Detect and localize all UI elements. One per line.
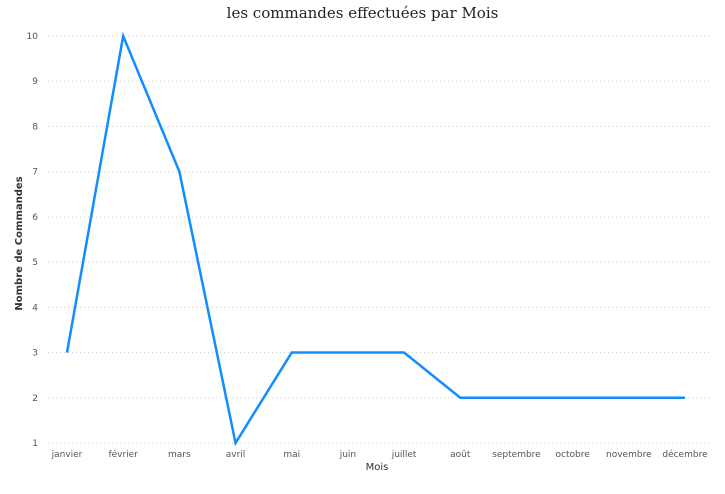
y-tick-label: 8 [32, 122, 38, 132]
data-point[interactable] [570, 395, 576, 401]
x-axis-ticks: janvier février mars avril mai juin juillet aoû… [51, 449, 708, 460]
x-tick-label: juillet [391, 450, 417, 460]
data-point[interactable] [457, 395, 463, 401]
y-tick-label: 6 [32, 213, 38, 223]
x-tick-label: avril [226, 450, 246, 460]
x-axis-title: Mois [366, 462, 389, 473]
x-tick-label: mars [168, 450, 191, 460]
data-point[interactable] [682, 395, 688, 401]
x-tick-label: février [108, 449, 138, 460]
y-tick-label: 10 [27, 32, 39, 42]
x-tick-label: septembre [492, 450, 541, 460]
y-axis-title: Nombre de Commandes [14, 176, 25, 310]
series-line [65, 31, 685, 447]
y-tick-label: 9 [32, 77, 38, 87]
y-tick-label: 2 [32, 394, 38, 404]
y-axis-ticks: 1 2 3 4 5 6 7 8 9 10 [27, 32, 39, 449]
data-point[interactable] [289, 350, 295, 356]
x-tick-label: décembre [662, 449, 708, 460]
data-point[interactable] [401, 350, 407, 356]
series-group [64, 31, 688, 447]
y-tick-label: 7 [32, 168, 38, 178]
data-point[interactable] [513, 395, 519, 401]
data-point[interactable] [176, 169, 182, 175]
chart-title: les commandes effectuées par Mois [226, 4, 499, 22]
y-tick-label: 1 [32, 439, 38, 449]
y-tick-label: 4 [32, 303, 38, 313]
data-point[interactable] [626, 395, 632, 401]
y-tick-label: 5 [32, 258, 38, 268]
data-point[interactable] [345, 350, 351, 356]
x-tick-label: novembre [606, 450, 652, 460]
x-tick-label: mai [283, 450, 300, 460]
y-tick-label: 3 [32, 349, 38, 359]
data-point[interactable] [120, 33, 126, 39]
x-tick-label: janvier [51, 450, 83, 460]
data-point[interactable] [233, 440, 239, 446]
x-tick-label: juin [339, 450, 356, 460]
x-tick-label: août [450, 450, 471, 460]
data-point[interactable] [64, 350, 70, 356]
x-tick-label: octobre [556, 450, 591, 460]
